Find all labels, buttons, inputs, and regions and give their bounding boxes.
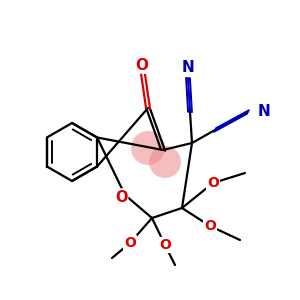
Text: O: O <box>124 236 136 250</box>
Text: O: O <box>159 238 171 252</box>
Text: O: O <box>136 58 148 73</box>
Text: O: O <box>115 190 127 205</box>
Circle shape <box>149 146 181 178</box>
Circle shape <box>131 131 165 165</box>
Text: O: O <box>207 176 219 190</box>
Text: N: N <box>258 104 271 119</box>
Text: O: O <box>204 219 216 233</box>
Text: N: N <box>182 61 194 76</box>
